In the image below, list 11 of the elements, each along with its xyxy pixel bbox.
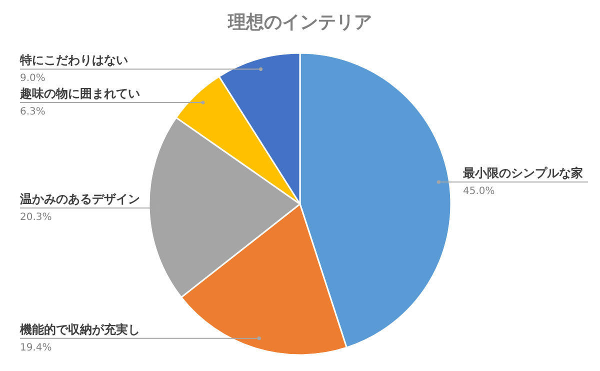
slice-label: 機能的で収納が充実し <box>19 322 140 336</box>
slice-label: 趣味の物に囲まれてい <box>19 86 140 101</box>
data-label: 19.4% <box>20 342 52 354</box>
slice-label: 特にこだわりはない <box>19 53 128 68</box>
data-label: 20.3% <box>20 212 52 223</box>
data-label: 9.0% <box>20 73 46 84</box>
data-label: 45.0% <box>463 186 495 198</box>
slice-label: 最小限のシンプルな家 <box>462 166 583 180</box>
data-label: 6.3% <box>20 106 46 118</box>
chart-title: 理想のインテリア <box>227 12 372 33</box>
slice-label: 温かみのあるデザイン <box>19 192 140 206</box>
